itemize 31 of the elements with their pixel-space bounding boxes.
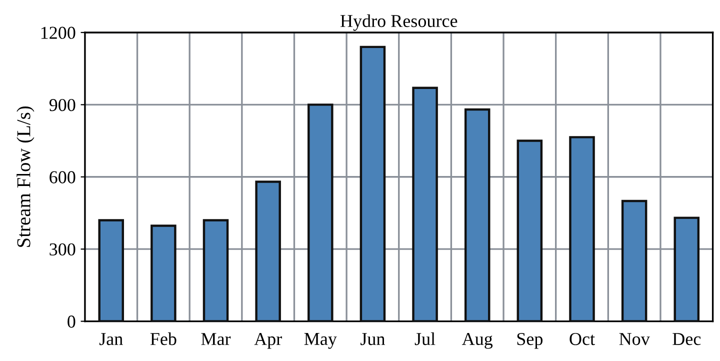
bar bbox=[255, 180, 281, 322]
chart-title: Hydro Resource bbox=[340, 14, 458, 31]
bar bbox=[674, 216, 700, 322]
bar bbox=[150, 224, 176, 322]
bar bbox=[98, 219, 124, 322]
y-tick-label: 300 bbox=[50, 243, 76, 256]
x-tick-label: Jun bbox=[360, 333, 385, 346]
bar bbox=[569, 136, 595, 322]
x-tick-label: Aug bbox=[462, 332, 493, 349]
x-tick-label: Sep bbox=[517, 332, 543, 349]
y-tick-label: 0 bbox=[68, 316, 76, 328]
bar bbox=[621, 200, 648, 322]
x-tick-label: Dec bbox=[672, 333, 701, 346]
bar bbox=[516, 140, 543, 322]
x-tick-label: Nov bbox=[619, 333, 650, 346]
y-tick-label: 600 bbox=[50, 171, 76, 184]
x-tick-label: Jul bbox=[414, 332, 436, 346]
y-tick-label: 1200 bbox=[41, 26, 76, 39]
x-tick-label: May bbox=[304, 333, 337, 349]
bar bbox=[360, 46, 386, 322]
x-tick-label: Feb bbox=[150, 332, 176, 346]
x-tick-label: Apr bbox=[254, 333, 282, 349]
bar bbox=[202, 219, 229, 322]
bar bbox=[412, 86, 438, 322]
y-axis-title: Stream Flow (L/s) bbox=[16, 106, 34, 247]
bar bbox=[308, 104, 334, 322]
x-tick-label: Oct bbox=[570, 332, 595, 346]
bar bbox=[464, 108, 490, 322]
y-tick-label: 900 bbox=[49, 98, 76, 112]
x-tick-label: Mar bbox=[201, 333, 231, 346]
x-tick-label: Jan bbox=[99, 333, 123, 346]
